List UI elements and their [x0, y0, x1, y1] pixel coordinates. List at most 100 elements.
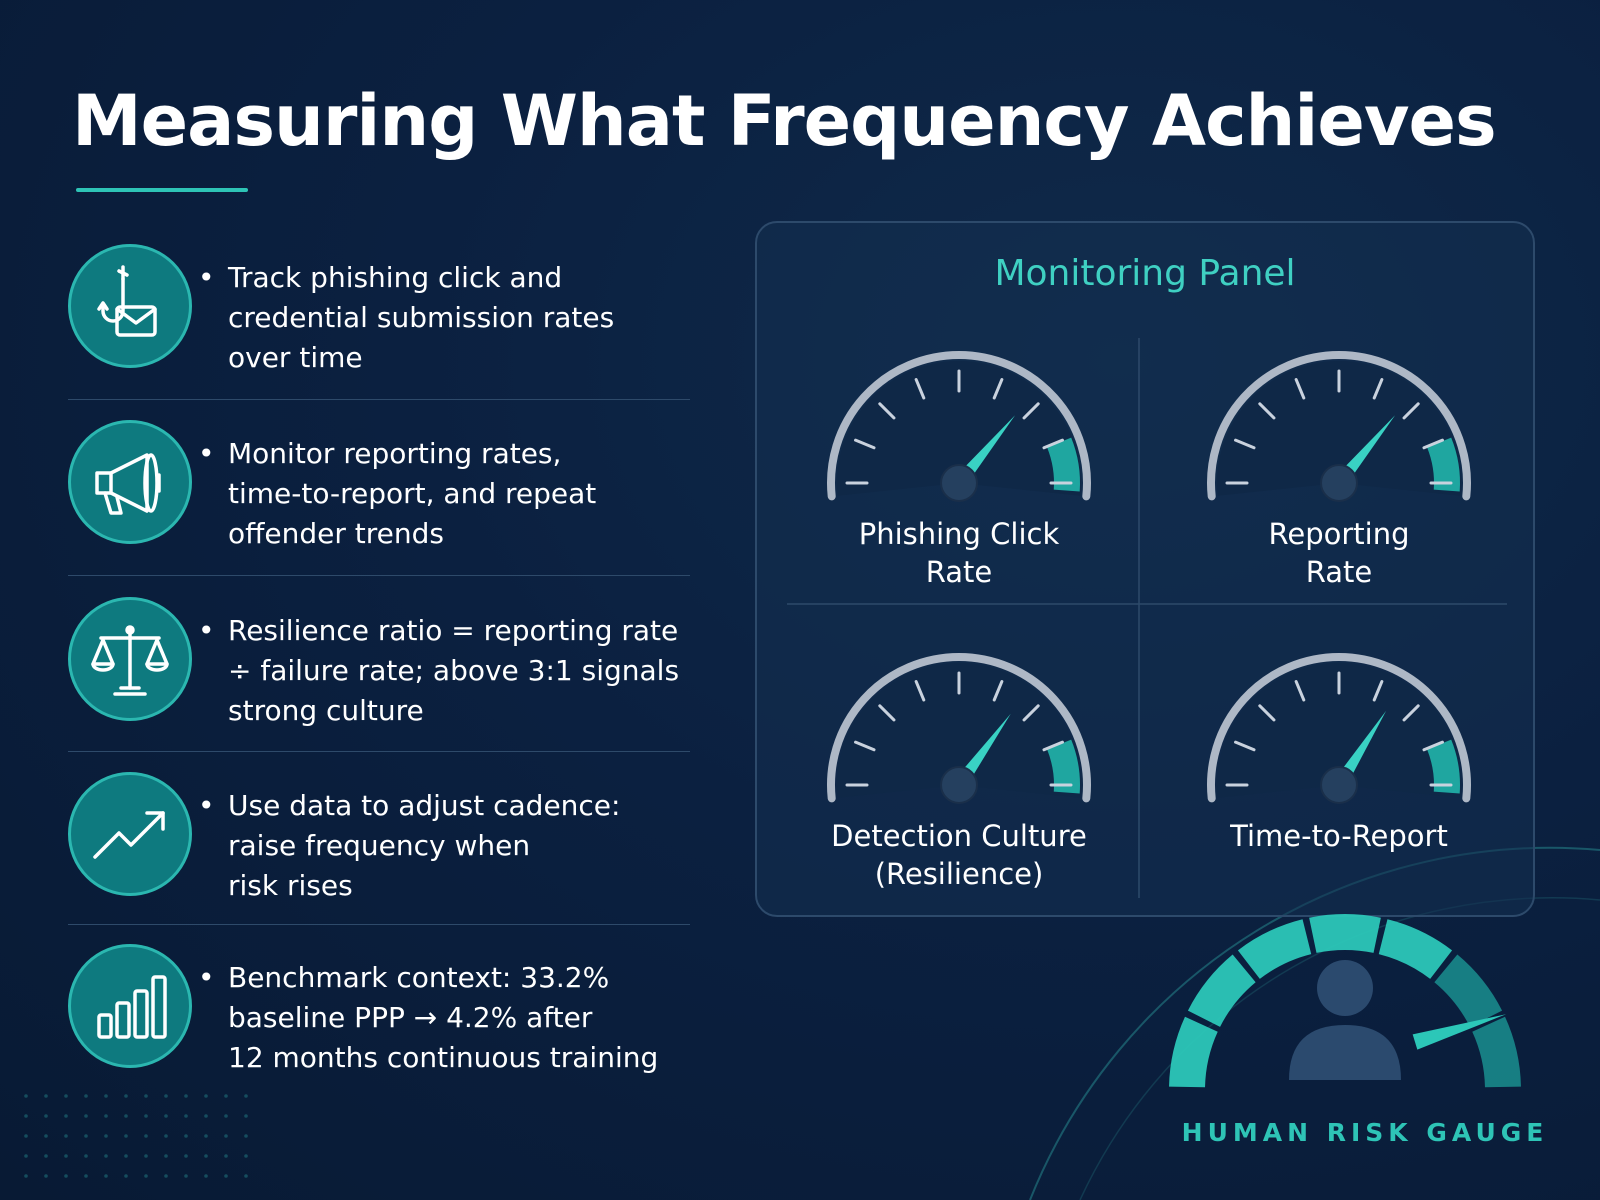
gauge-phishing-click-rate: Phishing Click Rate — [779, 313, 1139, 643]
item-line: offender trends — [228, 517, 445, 550]
title-underline — [76, 188, 248, 192]
item-line: risk rises — [228, 869, 353, 902]
gauge-face — [1217, 662, 1461, 798]
bar-chart-icon — [68, 944, 192, 1068]
gauge-teal-zone — [1046, 739, 1080, 794]
list-item-text: • Monitor reporting rates, time-to-repor… — [198, 434, 698, 554]
decorative-dot — [144, 1114, 148, 1118]
item-line: Use data to adjust cadence: — [228, 789, 621, 822]
decorative-dot — [224, 1114, 228, 1118]
gauge-label-line: Detection Culture — [831, 819, 1087, 853]
gauge-hub — [940, 766, 978, 804]
decorative-dot — [24, 1114, 28, 1118]
decorative-dot — [164, 1094, 168, 1098]
list-item-benchmark-context: • Benchmark context: 33.2% baseline PPP … — [68, 944, 690, 1074]
human-risk-gauge — [1169, 914, 1521, 1088]
item-line: over time — [228, 341, 363, 374]
item-line: strong culture — [228, 694, 424, 727]
decorative-dot — [224, 1154, 228, 1158]
decorative-dot — [104, 1174, 108, 1178]
item-line: raise frequency when — [228, 829, 531, 862]
decorative-dot — [144, 1154, 148, 1158]
bullet: • — [198, 961, 215, 994]
gauge-hub — [1320, 766, 1358, 804]
gauge-tick — [1294, 378, 1306, 400]
gauge-tick — [1022, 704, 1040, 722]
decorative-dot — [144, 1134, 148, 1138]
decorative-dot — [244, 1134, 248, 1138]
divider — [68, 399, 690, 400]
decorative-dot — [84, 1114, 88, 1118]
gauge-tick — [1234, 740, 1256, 752]
page-title: Measuring What Frequency Achieves — [72, 80, 1497, 162]
gauge-tick — [854, 438, 876, 450]
item-line: Track phishing click and — [228, 261, 563, 294]
gauge-face — [837, 360, 1081, 496]
list-item-text: • Benchmark context: 33.2% baseline PPP … — [198, 958, 728, 1078]
decorative-dot — [84, 1094, 88, 1098]
gauge-tick — [1042, 438, 1064, 450]
gauge-label-line: Rate — [1305, 555, 1373, 589]
risk-gauge-segment — [1434, 954, 1503, 1028]
list-item-resilience-ratio: • Resilience ratio = reporting rate ÷ fa… — [68, 597, 690, 727]
item-line: credential submission rates — [228, 301, 615, 334]
decorative-dot — [124, 1134, 128, 1138]
list-item-adjust-cadence: • Use data to adjust cadence: raise freq… — [68, 772, 690, 902]
decorative-dot — [244, 1174, 248, 1178]
gauge-tick — [914, 680, 926, 702]
gauge-tick — [914, 378, 926, 400]
decorative-dot — [84, 1134, 88, 1138]
gauge-teal-zone — [1046, 437, 1080, 492]
decorative-dot — [104, 1094, 108, 1098]
decorative-dot — [144, 1094, 148, 1098]
gauge-rim — [827, 653, 1091, 803]
gauge-rim — [827, 351, 1091, 501]
list-item-phishing-tracking: • Track phishing click and credential su… — [68, 244, 690, 374]
divider — [68, 924, 690, 925]
decorative-dot — [204, 1114, 208, 1118]
gauge-time-to-report: Time-to-Report — [1159, 615, 1519, 945]
gauge-tick — [1422, 438, 1444, 450]
decorative-dot — [224, 1174, 228, 1178]
list-item-text: • Resilience ratio = reporting rate ÷ fa… — [198, 611, 728, 731]
gauge-label: Reporting Rate — [1159, 515, 1519, 591]
gauge-tick — [1372, 680, 1384, 702]
item-line: 12 months continuous training — [228, 1041, 659, 1074]
decorative-dot — [204, 1154, 208, 1158]
gauge-tick — [1234, 438, 1256, 450]
gauge-tick — [1422, 740, 1444, 752]
decorative-dot — [104, 1154, 108, 1158]
decorative-dot — [184, 1134, 188, 1138]
decorative-dot — [244, 1114, 248, 1118]
gauge-teal-zone — [1426, 437, 1460, 492]
gauge-rim — [1207, 351, 1471, 501]
megaphone-icon — [68, 420, 192, 544]
decorative-dot — [204, 1094, 208, 1098]
decorative-dot — [44, 1174, 48, 1178]
list-item-text: • Track phishing click and credential su… — [198, 258, 698, 378]
decorative-dot — [24, 1134, 28, 1138]
gauge-tick — [854, 740, 876, 752]
gauge-label-line: Time-to-Report — [1230, 819, 1448, 853]
panel-grid-lines — [787, 338, 1507, 898]
decorative-dot — [44, 1114, 48, 1118]
bullet: • — [198, 437, 215, 470]
decorative-dot — [44, 1134, 48, 1138]
decorative-dot — [124, 1094, 128, 1098]
gauge-label-line: Rate — [925, 555, 993, 589]
decorative-dot — [64, 1114, 68, 1118]
person-silhouette-body — [1289, 1025, 1401, 1080]
bullet: • — [198, 614, 215, 647]
balance-scale-icon — [68, 597, 192, 721]
trend-up-arrow-icon — [68, 772, 192, 896]
decorative-dot-grid — [24, 1094, 248, 1178]
gauge-tick — [992, 378, 1004, 400]
decorative-dot — [24, 1094, 28, 1098]
decorative-dot — [224, 1094, 228, 1098]
risk-gauge-segment — [1187, 954, 1256, 1028]
gauge-tick — [878, 402, 896, 420]
gauge-hub — [1320, 464, 1358, 502]
gauge-detection-culture: Detection Culture (Resilience) — [779, 615, 1139, 945]
risk-gauge-segment — [1472, 1016, 1521, 1088]
gauge-tick — [1402, 402, 1420, 420]
